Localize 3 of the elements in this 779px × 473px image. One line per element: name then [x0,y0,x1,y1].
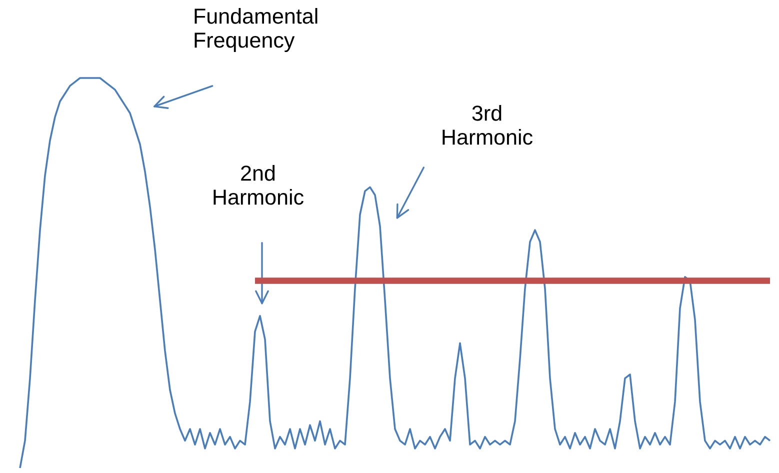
annotation: 2nd Harmonic [214,165,304,205]
text: Fundamental Frequency [194,8,318,52]
annotation: 3rd Harmonic [442,105,532,145]
